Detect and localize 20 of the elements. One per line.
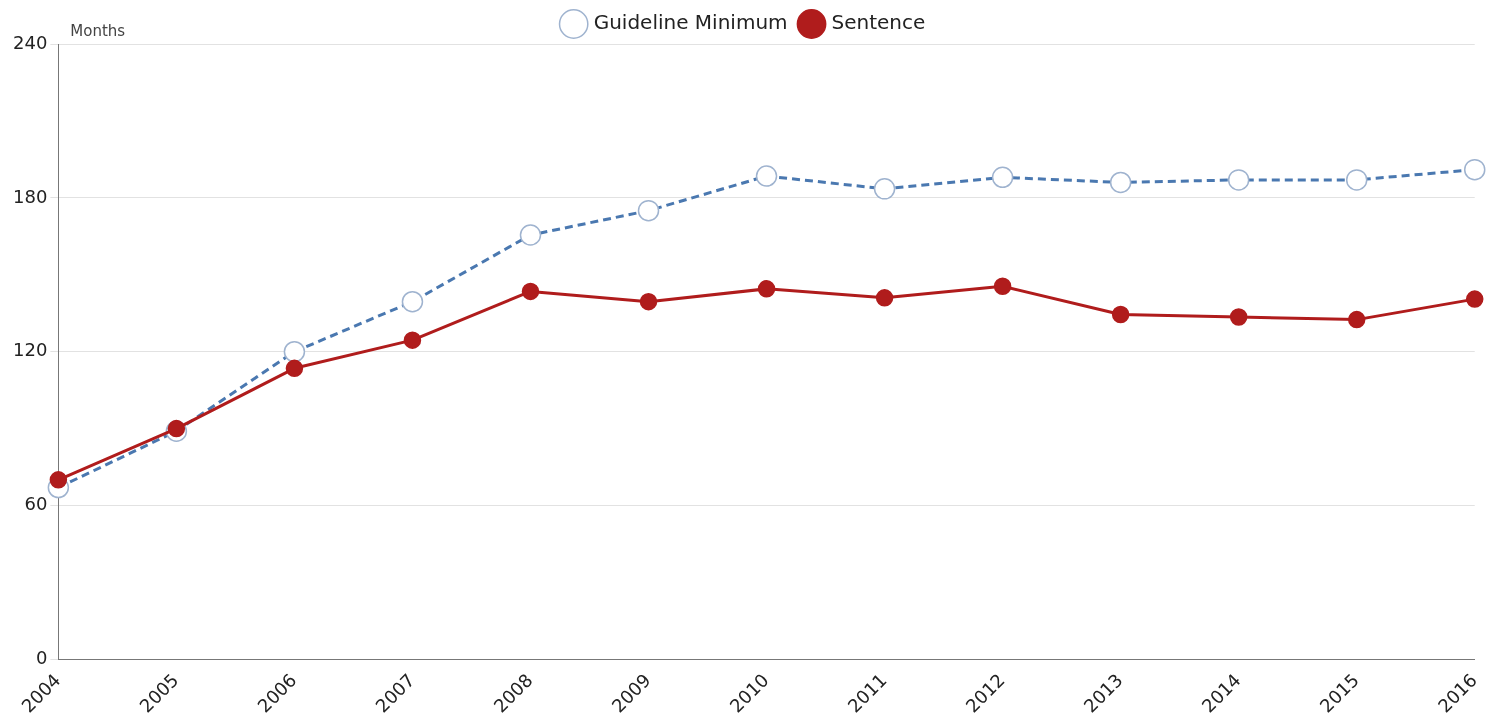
y-tick-label: 0 (35, 647, 48, 669)
point (1465, 290, 1484, 308)
y-tick-label: 60 (24, 493, 48, 515)
point (49, 471, 68, 489)
point (1111, 305, 1130, 324)
point (403, 331, 422, 349)
point (1347, 310, 1366, 329)
point (875, 289, 894, 307)
y-axis-title: Months (70, 22, 126, 41)
point (521, 282, 540, 301)
point (993, 277, 1012, 296)
point (285, 359, 304, 378)
point (757, 280, 776, 298)
y-tick-label: 240 (13, 31, 48, 53)
legend-label: Sentence (831, 10, 926, 35)
y-tick-label: 180 (13, 185, 48, 207)
point (639, 292, 658, 311)
point (1229, 308, 1248, 326)
legend-label: Guideline Minimum (593, 10, 788, 35)
y-tick-label: 120 (13, 339, 48, 361)
